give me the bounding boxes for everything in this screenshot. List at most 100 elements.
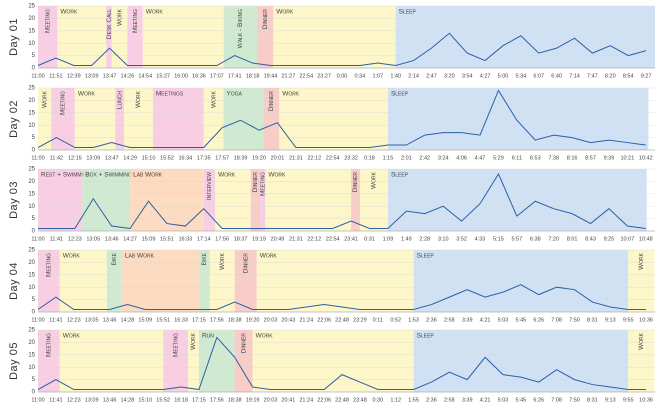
y-tick-label: 15 (28, 272, 35, 278)
activity-label: Interview (206, 172, 213, 200)
activity-band (187, 330, 199, 392)
x-tick-label: 5:34 (516, 73, 527, 79)
x-tick-label: 5:00 (498, 73, 509, 79)
activity-band (223, 88, 264, 150)
activity-label: Meeting (46, 253, 53, 277)
activity-label: Meeting (172, 333, 179, 357)
x-tick-label: 19:19 (246, 397, 260, 403)
y-tick-label: 10 (28, 285, 35, 291)
x-tick-label: 4:21 (480, 397, 491, 403)
activity-label: Meeting (132, 9, 139, 33)
x-tick-label: 11:41 (50, 236, 63, 242)
y-tick-label: 5 (32, 53, 36, 59)
activity-label: Work (41, 90, 48, 108)
x-tick-label: 1:53 (408, 317, 419, 323)
x-tick-label: 8:31 (587, 317, 598, 323)
x-tick-label: 10:21 (620, 155, 634, 161)
y-tick-label: 0 (32, 310, 36, 316)
activity-band (142, 6, 224, 68)
activity-band (250, 169, 261, 231)
activity-band (106, 6, 112, 68)
activity-label: Work (256, 333, 274, 340)
x-tick-label: 8:20 (605, 73, 616, 79)
x-tick-label: 14:54 (138, 73, 152, 79)
x-tick-label: 4:21 (480, 317, 491, 323)
x-tick-label: 16:36 (192, 73, 206, 79)
x-tick-label: 21:27 (281, 73, 295, 79)
x-tick-label: 9:27 (641, 73, 652, 79)
activity-band (256, 250, 414, 312)
x-tick-label: 15:09 (142, 236, 156, 242)
day-label: Day 04 (8, 262, 20, 300)
x-tick-label: 1:55 (408, 397, 419, 403)
y-tick-label: 15 (28, 191, 35, 197)
activity-band (38, 330, 60, 392)
x-tick-label: 15:09 (138, 317, 152, 323)
activity-band (273, 6, 396, 68)
activity-band (121, 250, 199, 312)
activity-label: Run (202, 333, 214, 340)
x-tick-label: 1:15 (383, 155, 394, 161)
activity-label: Work (135, 90, 142, 108)
x-tick-label: 18:37 (234, 236, 248, 242)
x-tick-label: 15:10 (142, 155, 156, 161)
activity-label: Meeting (260, 172, 267, 196)
x-tick-label: 6:07 (533, 73, 544, 79)
x-tick-label: 17:41 (228, 73, 242, 79)
x-tick-label: 5:45 (516, 317, 527, 323)
x-tick-label: 23:27 (317, 73, 331, 79)
y-tick-label: 10 (28, 123, 35, 129)
x-tick-label: 2:42 (419, 155, 430, 161)
x-tick-label: 15:52 (156, 397, 170, 403)
activity-band (74, 88, 116, 150)
x-tick-label: 11:00 (31, 155, 44, 161)
x-tick-label: 7:47 (587, 73, 598, 79)
x-tick-label: 15:51 (156, 317, 170, 323)
activity-label: Bike (111, 252, 118, 265)
x-tick-label: 16:00 (174, 73, 188, 79)
activity-band (279, 88, 388, 150)
y-tick-label: 25 (28, 328, 35, 334)
x-tick-label: 23:29 (353, 317, 367, 323)
activity-label: Work (146, 9, 164, 16)
x-tick-label: 15:10 (138, 397, 152, 403)
x-tick-label: 11:51 (49, 73, 62, 79)
x-tick-label: 8:43 (585, 236, 596, 242)
activity-band (198, 250, 210, 312)
y-tick-label: 5 (32, 377, 36, 383)
x-tick-label: 23:41 (344, 236, 358, 242)
activity-label: Work (276, 9, 294, 16)
activity-label: Work (60, 9, 78, 16)
y-tick-label: 25 (28, 167, 35, 173)
x-tick-label: 0:11 (373, 317, 383, 323)
activity-label: Work (638, 252, 645, 270)
x-tick-label: 17:15 (192, 317, 206, 323)
activity-band (387, 88, 649, 150)
x-tick-label: 1:12 (390, 397, 401, 403)
x-tick-label: 22:54 (326, 236, 340, 242)
activity-label: Work (218, 172, 236, 179)
x-tick-label: 4:47 (475, 155, 486, 161)
y-tick-label: 15 (28, 28, 35, 34)
activity-line (37, 284, 647, 311)
day-label: Day 01 (8, 18, 20, 56)
x-tick-label: 7:08 (551, 317, 562, 323)
x-tick-label: 8:01 (567, 236, 578, 242)
activity-band (82, 169, 131, 231)
activity-label: Sleep (391, 91, 409, 98)
activity-label: Work (219, 252, 226, 270)
x-tick-label: 3:10 (438, 236, 449, 242)
activity-band (215, 169, 251, 231)
y-tick-label: 10 (28, 204, 35, 210)
activity-label: Dinner (242, 253, 249, 274)
x-tick-label: 6:11 (512, 155, 522, 161)
activity-line (38, 172, 646, 230)
activity-band (38, 250, 60, 312)
x-tick-label: 17:14 (197, 236, 211, 242)
x-tick-label: 22:12 (307, 155, 321, 161)
x-tick-label: 19:19 (252, 236, 266, 242)
x-tick-label: 15:51 (160, 236, 174, 242)
x-tick-label: 5:57 (512, 236, 523, 242)
activity-band (234, 330, 253, 392)
